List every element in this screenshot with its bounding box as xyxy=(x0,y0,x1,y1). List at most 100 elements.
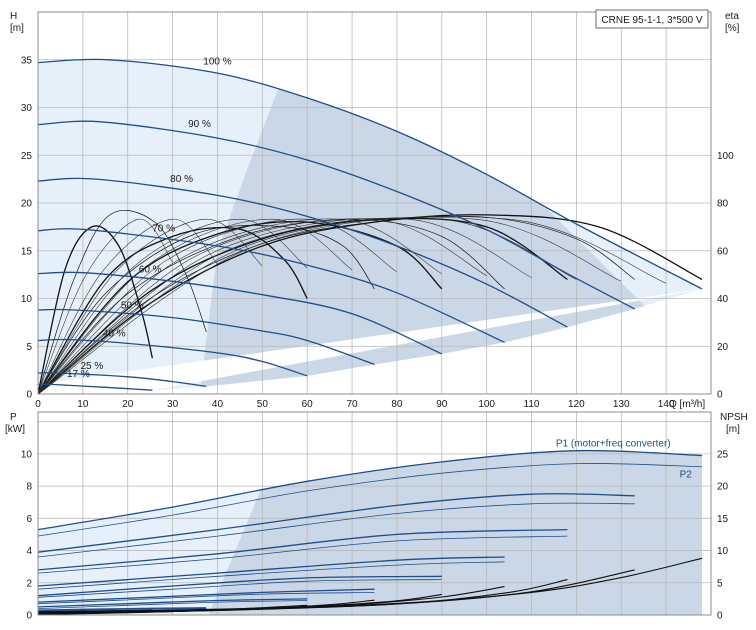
eta-curve xyxy=(37,217,568,395)
speed-label: 90 % xyxy=(188,119,211,130)
p-tick-label: 0 xyxy=(26,611,32,622)
eta-tick-label: 100 xyxy=(717,151,734,162)
pump-curve xyxy=(37,120,636,310)
x-tick-label: 10 xyxy=(77,399,89,410)
npsh-curve xyxy=(37,604,308,615)
h-tick-label: 25 xyxy=(21,151,33,162)
eta-curve xyxy=(37,219,505,395)
head-panel: 100 % 90 % 80 % 70 % 60 % 50 % 40 % 25 %17 % 0 10… xyxy=(21,11,734,410)
speed-label: 40 % xyxy=(103,329,126,340)
q-axis-title: Q [m³/h] xyxy=(669,399,705,410)
eta-tick-label: 80 xyxy=(717,199,729,210)
eta-fan-line xyxy=(37,218,442,395)
pump-curve xyxy=(37,308,375,366)
eta-curve xyxy=(37,224,375,395)
p1-curve xyxy=(37,575,442,597)
npsh-tick-label: 10 xyxy=(717,546,729,557)
p2-curve xyxy=(37,561,505,590)
eta-axis-title: eta [%] xyxy=(725,11,742,34)
p2-curve xyxy=(37,502,635,558)
p1-curve xyxy=(37,449,703,531)
x-tick-label: 60 xyxy=(302,399,314,410)
eta-fan-lines xyxy=(37,216,667,395)
p1-curve xyxy=(37,598,308,608)
x-tick-label: 120 xyxy=(568,399,585,410)
eta-fan-line xyxy=(37,218,398,395)
npsh-tick-label: 15 xyxy=(717,514,729,525)
npsh-axis-title-line1: NPSH xyxy=(720,412,748,423)
product-label: CRNE 95-1-1, 3*500 V xyxy=(595,9,709,29)
power-ticks: 0 2 4 6 8 10 0 5 10 15 20 25 xyxy=(21,449,729,621)
x-tick-label: 20 xyxy=(122,399,134,410)
npsh-tick-label: 0 xyxy=(717,611,723,622)
p-tick-label: 6 xyxy=(26,514,32,525)
npsh-tick-label: 25 xyxy=(717,449,729,460)
eta-fan-line xyxy=(37,218,532,395)
pump-curve xyxy=(37,338,308,377)
eta-tick-label: 40 xyxy=(717,294,729,305)
speed-label: 60 % xyxy=(139,264,162,275)
p-tick-label: 2 xyxy=(26,578,32,589)
head-region-efficient xyxy=(199,59,702,391)
pump-curve xyxy=(37,228,505,343)
head-axis-titles: H [m] eta [%] Q [m³/h] xyxy=(10,11,742,410)
pump-curves xyxy=(37,58,703,391)
x-tick-label: 130 xyxy=(613,399,630,410)
x-tick-label: 80 xyxy=(391,399,403,410)
eta-fan-line xyxy=(37,218,218,395)
speed-label: 17 % xyxy=(67,369,90,380)
x-tick-label: 70 xyxy=(347,399,359,410)
eta-fan-line xyxy=(37,218,487,395)
x-tick-label: 90 xyxy=(436,399,448,410)
x-tick-label: 140 xyxy=(658,399,675,410)
eta-fan-line xyxy=(37,218,173,395)
x-tick-label: 40 xyxy=(212,399,224,410)
h-axis-title-line2: [m] xyxy=(10,23,24,34)
eta-fan-line xyxy=(37,218,263,395)
p1-series-label: P1 (motor+freq converter) xyxy=(556,439,671,450)
h-tick-label: 10 xyxy=(21,294,33,305)
p2-curve xyxy=(37,600,308,609)
p2-curve xyxy=(37,592,375,605)
h-tick-label: 15 xyxy=(21,246,33,257)
x-tick-label: 30 xyxy=(167,399,179,410)
speed-label: 50 % xyxy=(121,301,144,312)
speed-label: 100 % xyxy=(203,56,231,67)
power-frame xyxy=(37,411,712,616)
speed-label: 25 % xyxy=(80,361,103,372)
p-tick-label: 10 xyxy=(21,449,33,460)
speed-labels: 100 % 90 % 80 % 70 % 60 % 50 % 40 % 25 %17 % xyxy=(67,56,232,380)
h-tick-label: 30 xyxy=(21,103,33,114)
x-tick-label: 110 xyxy=(524,399,540,410)
npsh-axis-title: NPSH [m] xyxy=(720,412,751,435)
speed-label: 70 % xyxy=(152,223,175,234)
h-tick-label: 20 xyxy=(21,199,33,210)
pump-curve xyxy=(37,383,153,391)
eta-fan-line xyxy=(37,216,667,395)
pump-curve xyxy=(37,58,703,290)
p1-curve xyxy=(37,588,375,603)
eta-fan-line xyxy=(37,217,577,395)
h-tick-label: 0 xyxy=(26,390,32,401)
head-ticks: 0 10 20 30 40 50 60 70 80 90 100 110 120 130 140 0 5 10 15… xyxy=(21,55,734,410)
x-tick-label: 100 xyxy=(478,399,495,410)
p2-curve xyxy=(37,463,703,537)
p1-curve xyxy=(37,528,568,571)
p2-curve xyxy=(37,608,207,612)
x-tick-label: 0 xyxy=(35,399,41,410)
power-axis-titles: P [kW] NPSH [m] xyxy=(5,412,751,435)
x-tick-label: 50 xyxy=(257,399,269,410)
npsh-curves xyxy=(37,557,703,615)
pump-curve xyxy=(37,372,207,388)
eta-axis-title-line1: eta xyxy=(725,11,739,22)
h-tick-label: 35 xyxy=(21,55,33,66)
eta-curve xyxy=(37,215,635,395)
h-tick-label: 5 xyxy=(26,342,32,353)
eta-fan-line xyxy=(37,218,353,395)
power-curves xyxy=(37,449,703,613)
p2-series-label: P2 xyxy=(680,470,693,481)
npsh-tick-label: 20 xyxy=(717,482,729,493)
p-axis-title-line1: P xyxy=(10,412,17,423)
